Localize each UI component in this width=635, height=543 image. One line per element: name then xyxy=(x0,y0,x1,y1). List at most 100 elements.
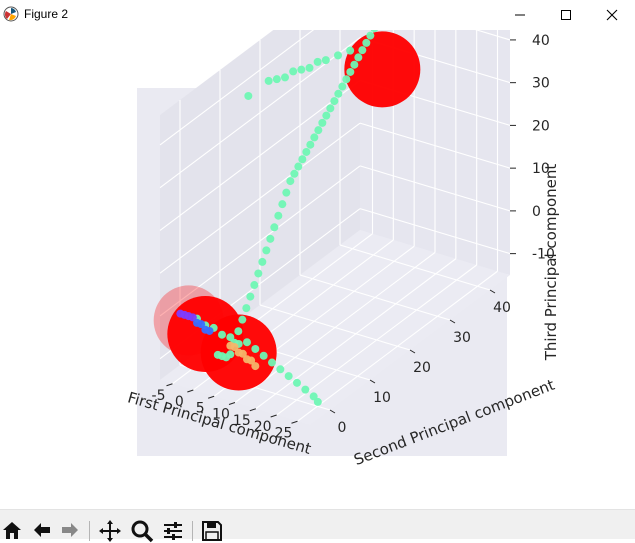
data-point xyxy=(309,392,318,401)
x-tick xyxy=(208,395,215,399)
data-point xyxy=(346,46,355,55)
data-point xyxy=(305,63,314,72)
figure-canvas[interactable]: -5 0 5 10 15 20 25 0 10 20 30 40 -10 0 10 20 30 40 First … xyxy=(0,30,635,509)
data-point xyxy=(188,313,197,322)
data-point xyxy=(290,169,299,178)
data-point xyxy=(313,397,322,406)
grid-line xyxy=(159,30,315,146)
navigation-toolbar xyxy=(0,509,635,543)
close-icon xyxy=(606,9,618,21)
grid-line xyxy=(339,244,491,291)
data-point xyxy=(322,111,331,120)
back-button[interactable] xyxy=(30,519,54,543)
data-point xyxy=(293,378,301,387)
x-tick-label: 20 xyxy=(254,419,272,435)
minimize-icon xyxy=(515,14,525,16)
grid-line xyxy=(159,79,361,231)
x-tick-label: 25 xyxy=(275,425,293,441)
data-point xyxy=(342,75,351,84)
grid-line xyxy=(159,165,361,317)
x-tick-label: 15 xyxy=(233,413,251,429)
title-bar: Figure 2 xyxy=(0,0,635,30)
configure-subplots-button[interactable] xyxy=(161,519,185,543)
data-point xyxy=(310,133,319,142)
data-point xyxy=(318,118,327,127)
grid-line xyxy=(359,165,511,212)
z-tick-label: 40 xyxy=(532,33,550,49)
x-tick xyxy=(166,383,173,387)
data-point xyxy=(234,327,243,336)
y-tick xyxy=(409,349,416,354)
data-point xyxy=(272,75,281,84)
save-icon xyxy=(202,521,222,541)
z-tick-label: 0 xyxy=(532,204,541,220)
close-button[interactable] xyxy=(589,0,635,30)
plot-marks xyxy=(153,30,421,406)
data-point xyxy=(350,60,359,69)
maximize-button[interactable] xyxy=(543,0,589,30)
data-point xyxy=(334,51,342,60)
data-point xyxy=(278,200,287,209)
data-point xyxy=(197,320,206,329)
save-button[interactable] xyxy=(200,519,224,543)
toolbar-separator xyxy=(192,521,193,541)
data-point xyxy=(334,89,343,98)
z-tick-label: 10 xyxy=(532,161,550,177)
grid-line xyxy=(359,122,511,169)
grid-line xyxy=(299,274,451,321)
data-point xyxy=(354,53,363,62)
data-point xyxy=(250,281,259,290)
matplotlib-icon xyxy=(3,6,19,22)
data-point xyxy=(302,147,311,156)
data-point xyxy=(306,140,315,149)
data-point xyxy=(247,356,256,365)
data-point xyxy=(346,67,355,76)
home-button[interactable] xyxy=(0,519,24,543)
forward-button[interactable] xyxy=(58,519,82,543)
data-point xyxy=(284,372,293,381)
y-tick-label: 10 xyxy=(373,390,391,406)
pan-button[interactable] xyxy=(98,519,122,543)
grid-line xyxy=(475,30,511,41)
data-point xyxy=(289,67,298,76)
data-point xyxy=(259,351,268,360)
y-tick xyxy=(329,409,336,414)
home-icon xyxy=(3,522,21,539)
toolbar-separator xyxy=(89,521,90,541)
x-tick xyxy=(270,414,277,418)
configure-subplots-icon xyxy=(164,522,182,540)
data-point xyxy=(243,338,251,347)
data-point xyxy=(274,211,283,220)
grid-line xyxy=(179,364,331,411)
maximize-icon xyxy=(561,10,571,20)
data-point xyxy=(270,223,279,232)
data-point xyxy=(282,188,291,197)
z-tick-label: 30 xyxy=(532,76,550,92)
window-title: Figure 2 xyxy=(24,7,69,21)
data-point xyxy=(321,56,330,65)
x-tick-label: 10 xyxy=(212,407,230,423)
data-point xyxy=(244,91,253,100)
data-point xyxy=(358,46,367,55)
minimize-button[interactable] xyxy=(497,0,543,30)
y-tick-label: 40 xyxy=(493,300,511,316)
data-point xyxy=(205,326,214,335)
data-point xyxy=(281,73,289,82)
zoom-button[interactable] xyxy=(130,519,154,543)
data-point xyxy=(338,82,347,91)
data-point xyxy=(230,343,239,352)
data-point xyxy=(297,65,306,74)
data-point xyxy=(298,155,307,164)
pan-icon xyxy=(99,520,121,542)
z-axis-label: Third Principal component xyxy=(542,164,560,362)
data-point xyxy=(258,257,267,266)
y-tick-label: 20 xyxy=(413,360,431,376)
data-point xyxy=(370,30,378,33)
data-point xyxy=(366,31,375,40)
data-point xyxy=(314,126,323,135)
data-point xyxy=(251,362,260,371)
data-point xyxy=(246,292,255,301)
y-tick xyxy=(369,379,376,384)
